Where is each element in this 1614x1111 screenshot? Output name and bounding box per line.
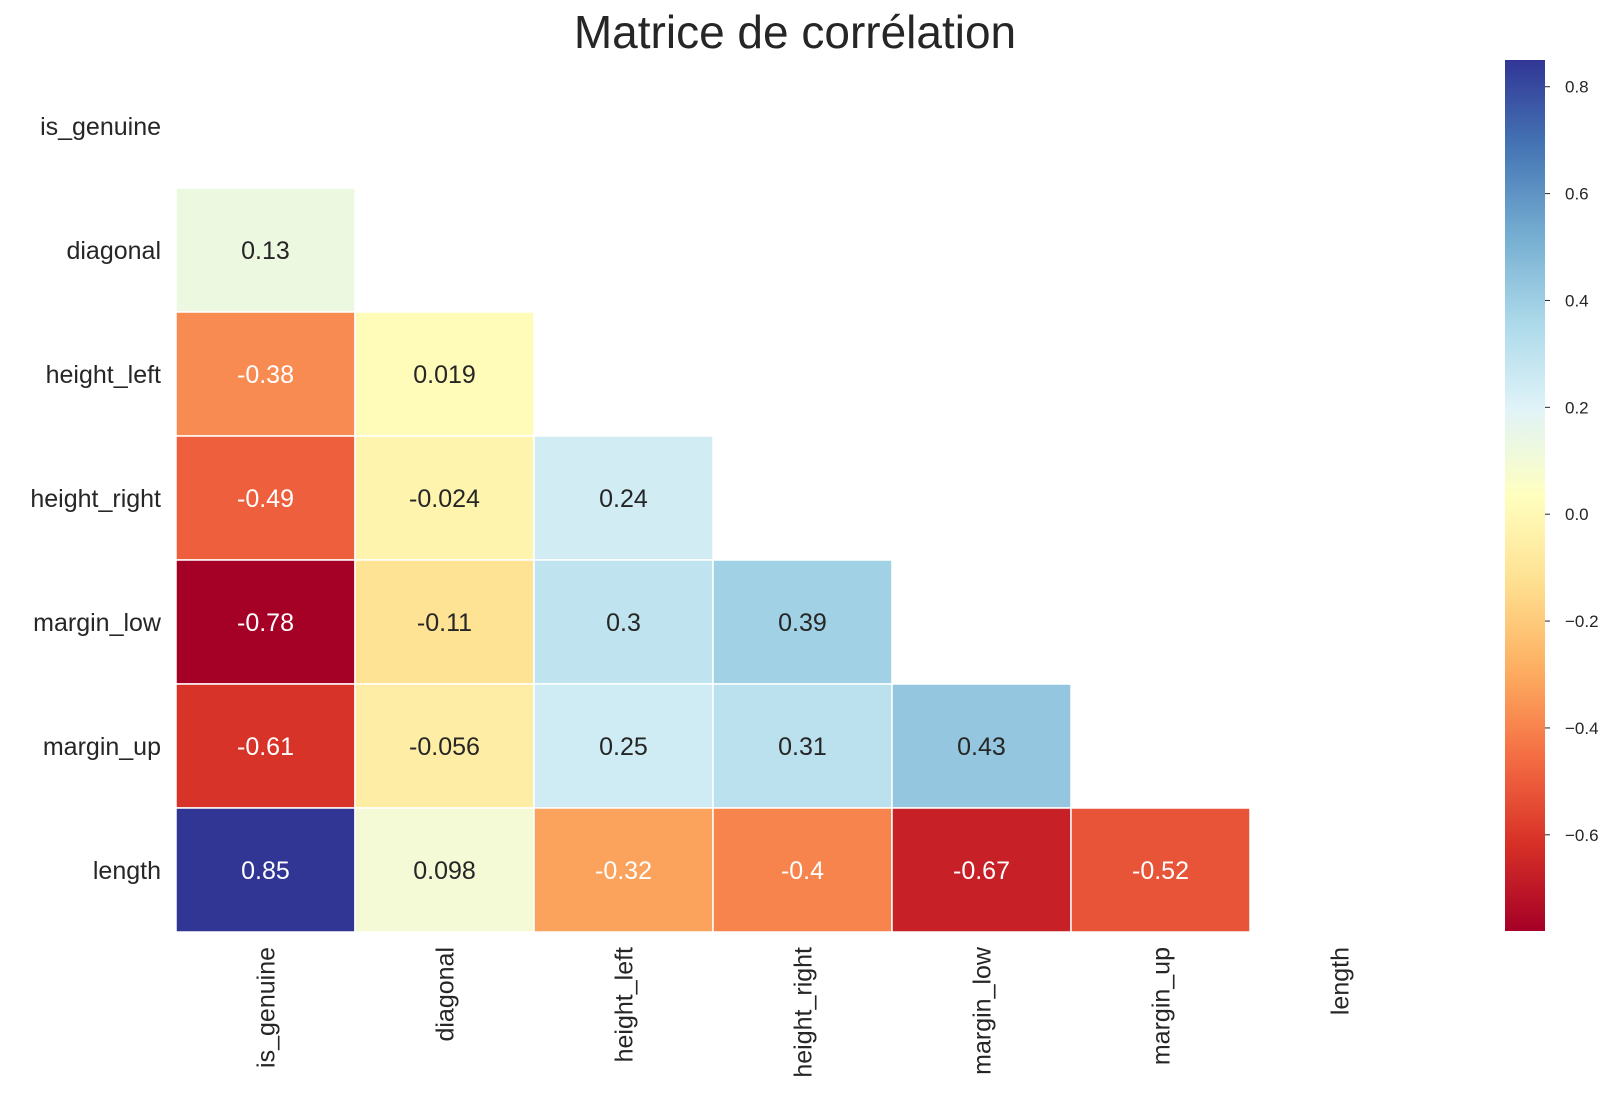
y-tick-label: diagonal: [66, 237, 161, 265]
heatmap-cell: [175, 311, 356, 437]
cell-value-label: -0.78: [237, 609, 294, 637]
colorbar-tick-label: −0.6: [1565, 826, 1599, 845]
colorbar-tick-label: 0.0: [1565, 505, 1589, 524]
y-tick-label: height_left: [46, 361, 161, 389]
cell-value-label: -0.38: [237, 361, 294, 389]
colorbar-gradient: [1505, 60, 1545, 931]
colorbar-tick-label: −0.4: [1565, 719, 1599, 738]
colorbar-tick-label: −0.2: [1565, 612, 1599, 631]
cell-value-label: -0.52: [1132, 857, 1189, 885]
cell-value-label: 0.85: [241, 857, 290, 885]
cell-value-label: 0.24: [599, 485, 648, 513]
heatmap-cell: [175, 435, 356, 561]
x-tick-label: height_left: [611, 947, 639, 1062]
heatmap-cells: 0.13 -0.38 0.019 -0.49 -0.024 0.24 -0.78 -0.11 0…: [175, 187, 1251, 933]
y-tick-label: margin_low: [33, 609, 162, 637]
y-tick-label: height_right: [30, 485, 161, 513]
colorbar-tick-label: 0.8: [1565, 78, 1589, 97]
colorbar-tick-label: 0.6: [1565, 185, 1589, 204]
cell-value-label: 0.13: [241, 237, 290, 265]
x-tick-label: diagonal: [432, 947, 460, 1042]
cell-value-label: 0.019: [413, 361, 476, 389]
heatmap-cell: [712, 807, 893, 933]
heatmap-cell: [175, 187, 356, 313]
x-tick-label: margin_low: [969, 946, 997, 1075]
heatmap-cell: [1070, 807, 1251, 933]
cell-value-label: -0.024: [409, 485, 480, 513]
heatmap-cell: [354, 311, 535, 437]
x-tick-label: height_right: [790, 947, 818, 1078]
heatmap-cell: [354, 683, 535, 809]
chart-title: Matrice de corrélation: [574, 6, 1016, 58]
x-tick-label: is_genuine: [253, 947, 281, 1068]
heatmap-cell: [712, 559, 893, 685]
heatmap-cell: [533, 807, 714, 933]
y-tick-label: margin_up: [43, 733, 161, 761]
colorbar-tick-label: 0.2: [1565, 398, 1589, 417]
heatmap-cell: [712, 683, 893, 809]
cell-value-label: -0.11: [417, 609, 472, 637]
cell-value-label: -0.4: [781, 857, 824, 885]
cell-value-label: 0.098: [413, 857, 476, 885]
cell-value-label: 0.39: [778, 609, 827, 637]
y-tick-label: is_genuine: [40, 113, 161, 141]
heatmap-cell: [354, 807, 535, 933]
cell-value-label: 0.25: [599, 733, 648, 761]
x-axis-tick-labels: is_genuine diagonal height_left height_righ…: [253, 946, 1355, 1078]
cell-value-label: -0.61: [237, 733, 294, 761]
cell-value-label: 0.43: [957, 733, 1006, 761]
cell-value-label: -0.49: [237, 485, 294, 513]
colorbar: 0.8 0.6 0.4 0.2 0.0 −0.2 −0.4 −0.6: [1505, 60, 1599, 931]
cell-value-label: -0.056: [409, 733, 480, 761]
y-tick-label: length: [93, 857, 161, 885]
cell-value-label: -0.67: [953, 857, 1010, 885]
x-tick-label: length: [1327, 947, 1355, 1015]
cell-value-label: 0.3: [606, 609, 641, 637]
heatmap-cell: [175, 807, 356, 933]
heatmap-cell: [533, 683, 714, 809]
heatmap-cell: [533, 435, 714, 561]
colorbar-tick-label: 0.4: [1565, 291, 1589, 310]
heatmap-cell: [354, 435, 535, 561]
heatmap-cell: [354, 559, 535, 685]
heatmap-cell: [891, 807, 1072, 933]
y-axis-tick-labels: is_genuine diagonal height_left height_righ…: [30, 113, 162, 885]
heatmap-cell: [891, 683, 1072, 809]
cell-value-label: -0.32: [595, 857, 652, 885]
x-tick-label: margin_up: [1148, 947, 1176, 1065]
cell-value-label: 0.31: [778, 733, 827, 761]
